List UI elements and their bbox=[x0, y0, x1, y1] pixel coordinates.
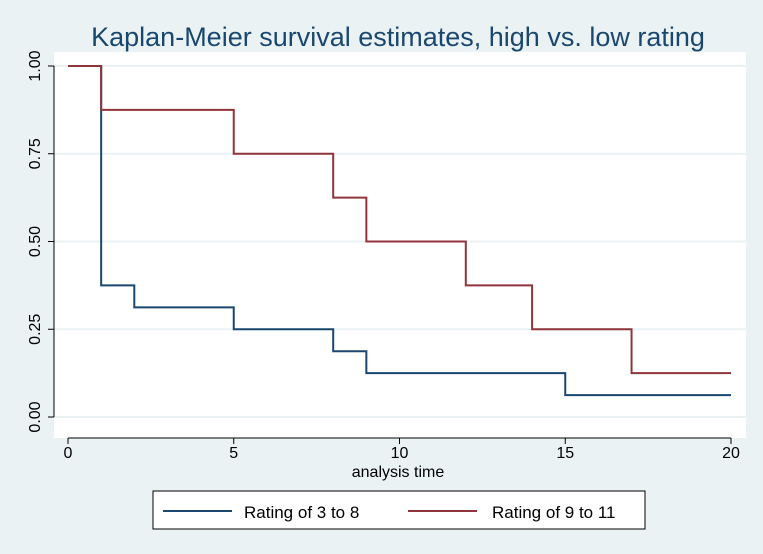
x-tick-label-4: 20 bbox=[722, 445, 740, 462]
x-tick-label-2: 10 bbox=[391, 445, 409, 462]
y-tick-label-2: 0.50 bbox=[27, 226, 44, 257]
chart-title: Kaplan-Meier survival estimates, high vs… bbox=[91, 22, 705, 52]
legend-label-series-1: Rating of 3 to 8 bbox=[244, 503, 359, 522]
y-tick-label-3: 0.75 bbox=[27, 138, 44, 169]
x-axis-label: analysis time bbox=[352, 464, 445, 481]
series-lines bbox=[68, 65, 731, 397]
y-tick-label-1: 0.25 bbox=[27, 314, 44, 345]
series-line-1 bbox=[68, 65, 731, 397]
y-tick-label-4: 1.00 bbox=[27, 50, 44, 81]
series-line-2 bbox=[68, 65, 731, 375]
x-tick-label-0: 0 bbox=[64, 445, 73, 462]
x-tick-label-1: 5 bbox=[229, 445, 238, 462]
y-tick-label-0: 0.00 bbox=[27, 401, 44, 432]
x-tick-label-3: 15 bbox=[556, 445, 574, 462]
legend-box bbox=[152, 490, 646, 530]
legend: Rating of 3 to 8 Rating of 9 to 11 bbox=[152, 490, 646, 530]
legend-label-series-2: Rating of 9 to 11 bbox=[492, 503, 616, 522]
axes: 0.00 0.25 0.50 0.75 1.00 0 5 10 15 20 bbox=[27, 50, 740, 462]
